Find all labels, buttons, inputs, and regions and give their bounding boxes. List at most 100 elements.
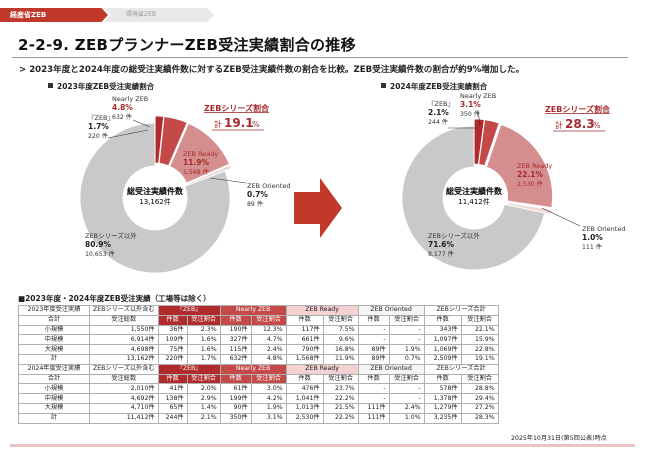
table-cell: 中規模: [18, 393, 90, 404]
table-row: 計 11,412件 244件 2.1% 350件 3.1% 2,530件 22.2% 111件 1…: [18, 412, 499, 424]
table-cell: 1,550件: [89, 324, 159, 336]
slice-label-name: ZEBシリーズ以外: [85, 231, 137, 240]
center-label: 総受注実績件数: [127, 186, 184, 196]
table-cell: 1.6%: [186, 334, 221, 346]
pie-slice: [401, 125, 545, 271]
tab-meti-zeb[interactable]: 経産省ZEB: [0, 8, 108, 22]
table-cell: 受注割合: [460, 314, 499, 326]
slice-label-pct: 11.9%: [183, 158, 210, 167]
slice-label-count: 111 件: [582, 243, 602, 251]
table-cell: 111件: [357, 412, 390, 424]
table-row: 計 13,162件 220件 1.7% 632件 4.8% 1,568件 11.9% 89件 0.…: [18, 353, 499, 365]
table-cell: -: [357, 334, 390, 346]
series-total-value: 19.1: [224, 116, 254, 130]
table-cell: 4.2%: [250, 393, 287, 404]
table-cell: ZEB Oriented: [357, 363, 425, 375]
table-cell: 計: [18, 353, 90, 365]
table-cell: 327件: [219, 334, 252, 346]
table-cell: 661件: [285, 334, 324, 346]
table-cell: 受注割合: [322, 314, 359, 326]
table-cell: 1,013件: [285, 402, 324, 414]
slice-label-name: ZEB Ready: [517, 162, 552, 170]
chart-2024-title-text: 2024年度ZEB受注実績割合: [390, 82, 488, 91]
table-cell: 28.8%: [460, 383, 499, 395]
table-cell: 11,412件: [89, 412, 159, 424]
chart-2023-title: 2023年度ZEB受注実績割合: [48, 81, 154, 92]
table-cell: 2.4%: [250, 344, 287, 355]
table-cell: 1,279件: [423, 402, 462, 414]
table-cell: 件数: [219, 314, 252, 326]
table-cell: 90件: [219, 402, 252, 414]
pie-slice: [154, 115, 165, 164]
table-cell: 4,710件: [89, 402, 159, 414]
table-cell: 件数: [357, 373, 390, 385]
leader-line: [107, 129, 149, 139]
table-cell: 199件: [219, 393, 252, 404]
slice-label-pct: 80.9%: [85, 240, 112, 249]
bullet-square-icon: [381, 83, 386, 88]
slice-label-count: 220 件: [88, 132, 108, 140]
slice-label-count: 244 件: [428, 118, 448, 126]
table-cell: 1.4%: [186, 402, 221, 414]
table-cell: 2023年度受注実績: [18, 305, 90, 316]
table-cell: 22.2%: [322, 412, 359, 424]
table-cell: ZEBシリーズ合計: [423, 363, 499, 375]
table-cell: ZEB Oriented: [357, 305, 425, 316]
table-row: 小規模 2,010件 41件 2.0% 61件 3.0% 476件 23.7% - -578件 28…: [18, 383, 499, 395]
pie-slice: [169, 122, 230, 184]
table-cell: ZEBシリーズ以外含む: [89, 305, 159, 316]
table-cell: 89件: [357, 344, 390, 355]
title-divider: [12, 57, 628, 58]
series-total-prefix: 計: [214, 119, 222, 129]
slice-label-name: 『ZEB』: [428, 100, 454, 108]
table-cell: 4,692件: [89, 393, 159, 404]
table-cell: 受注総数: [89, 373, 159, 385]
table-cell: 36件: [157, 324, 188, 336]
table-cell: 28.3%: [460, 412, 499, 424]
table-cell: 合計: [18, 373, 90, 385]
table-header-row: 2023年度受注実績 ZEBシリーズ以外含む 『ZEB』 Nearly ZEB ZEB …: [18, 305, 499, 316]
table-cell: 115件: [219, 344, 252, 355]
tab-env-zeb[interactable]: 環境省ZEB: [104, 8, 214, 22]
table-cell: 6,914件: [89, 334, 159, 346]
table-cell: 65件: [157, 402, 188, 414]
table-cell: 350件: [219, 412, 252, 424]
table-row: 大規模 4,698件 75件 1.6% 115件 2.4% 790件 16.8% 89件 1.9%…: [18, 344, 499, 355]
table-cell: 12.3%: [250, 324, 287, 336]
table-cell: 2.3%: [186, 324, 221, 336]
slice-label-count: 89 件: [247, 200, 263, 208]
slice-label-pct: 71.6%: [428, 240, 455, 249]
table-cell: 22.1%: [460, 324, 499, 336]
table-cell: -: [357, 383, 390, 395]
table-cell: 『ZEB』: [157, 305, 221, 316]
bottom-bar: [10, 444, 635, 447]
table-cell: 343件: [423, 324, 462, 336]
table-cell: 受注割合: [186, 373, 221, 385]
slice-label-name: 『ZEB』: [88, 114, 114, 122]
table-cell: -: [357, 393, 390, 404]
table-cell: 13,162件: [89, 353, 159, 365]
table-cell: 632件: [219, 353, 252, 365]
table-cell: 件数: [285, 373, 324, 385]
table-cell: 190件: [219, 324, 252, 336]
table-cell: 3.0%: [250, 383, 287, 395]
table-cell: 受注割合: [460, 373, 499, 385]
table-cell: 578件: [423, 383, 462, 395]
leader-line: [477, 109, 481, 127]
table-header-row: 2024年度受注実績 ZEBシリーズ以外含む 『ZEB』 Nearly ZEB ZEB …: [18, 363, 499, 375]
table-cell: 受注割合: [388, 373, 425, 385]
table-cell: 2,509件: [423, 353, 462, 365]
slice-label-pct: 22.1%: [517, 170, 544, 179]
table-cell: 1.7%: [186, 353, 221, 365]
footnote: 2025年10月31日(第5回公表)時点: [511, 435, 607, 442]
table-cell: 2.9%: [186, 393, 221, 404]
series-total-unit: %: [593, 121, 601, 130]
table-cell: 2.1%: [186, 412, 221, 424]
series-total-prefix: 計: [555, 120, 563, 130]
table-row: 大規模 4,710件 65件 1.4% 90件 1.9% 1,013件 21.5% 111件 2.…: [18, 402, 499, 414]
table-cell: 4,698件: [89, 344, 159, 355]
table-cell: 117件: [285, 324, 324, 336]
table-cell: 中規模: [18, 334, 90, 346]
bullet-square-icon: [48, 83, 53, 88]
